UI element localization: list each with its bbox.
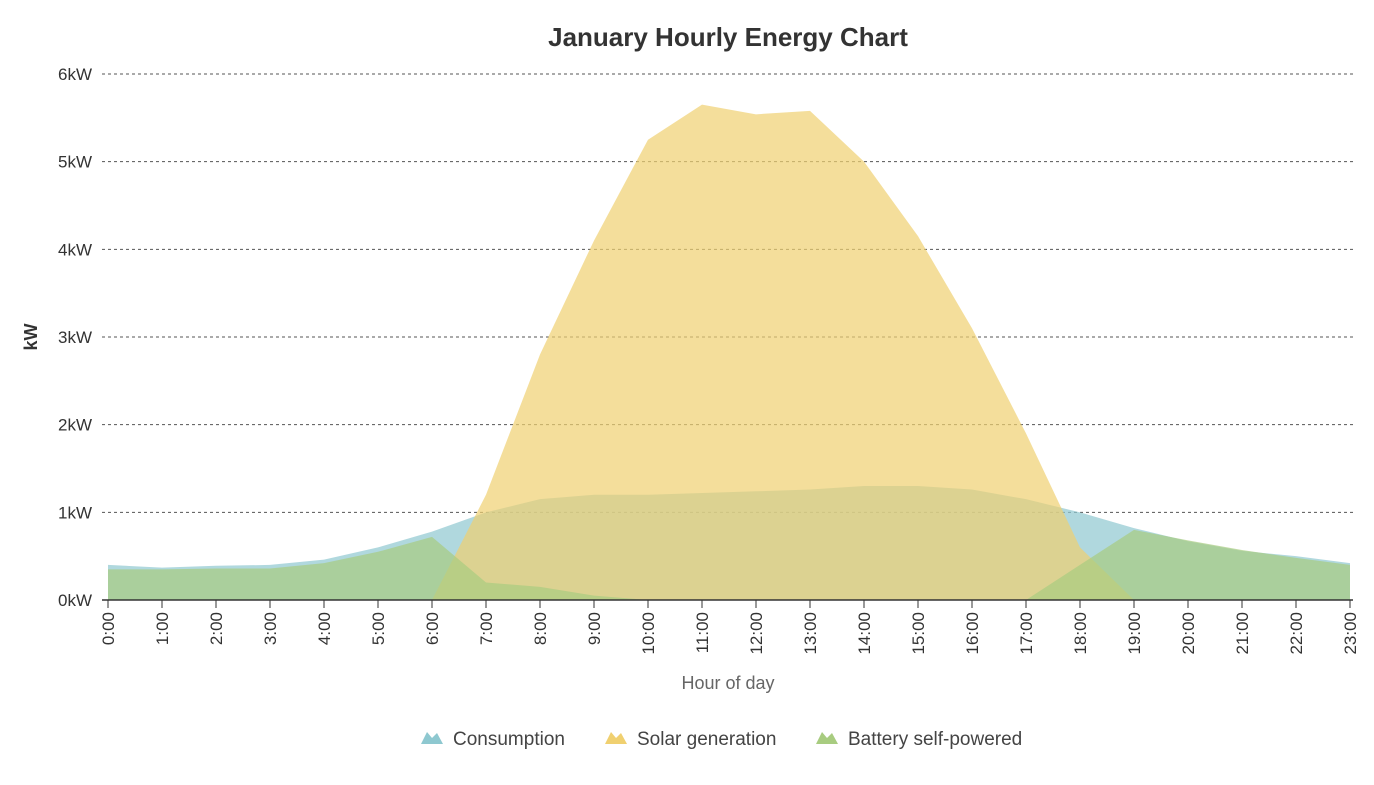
x-tick-label: 11:00 xyxy=(693,612,712,653)
x-tick-label: 7:00 xyxy=(477,612,496,645)
x-tick-label: 5:00 xyxy=(369,612,388,645)
legend-area-symbol xyxy=(421,732,443,744)
x-tick-label: 13:00 xyxy=(801,612,820,655)
chart-title: January Hourly Energy Chart xyxy=(548,22,908,52)
legend-item-consumption[interactable]: Consumption xyxy=(421,729,565,750)
y-axis-title: kW xyxy=(21,323,41,350)
y-tick-label: 4kW xyxy=(58,240,92,259)
x-tick-label: 4:00 xyxy=(315,612,334,645)
y-tick-labels: 0kW 1kW 2kW 3kW 4kW 5kW 6kW xyxy=(58,65,92,610)
y-tick-label: 3kW xyxy=(58,328,92,347)
legend-area-symbol xyxy=(605,732,627,744)
x-tick-label: 15:00 xyxy=(909,612,928,655)
x-tick-label: 21:00 xyxy=(1233,612,1252,655)
area-series-battery-self-powered xyxy=(108,529,1350,600)
area-layer xyxy=(108,104,1350,600)
legend-item-battery-self-powered[interactable]: Battery self-powered xyxy=(816,729,1022,750)
x-tick-label: 3:00 xyxy=(261,612,280,645)
x-tick-label: 10:00 xyxy=(639,612,658,655)
x-axis-title: Hour of day xyxy=(681,673,774,693)
y-tick-label: 2kW xyxy=(58,416,92,435)
x-tick-label: 0:00 xyxy=(99,612,118,645)
y-tick-label: 6kW xyxy=(58,65,92,84)
x-tick-label: 23:00 xyxy=(1341,612,1360,655)
x-tick-label: 1:00 xyxy=(153,612,172,645)
x-tick-label: 17:00 xyxy=(1017,612,1036,655)
legend-label: Consumption xyxy=(453,729,565,750)
x-tick-label: 2:00 xyxy=(207,612,226,645)
x-tick-label: 12:00 xyxy=(747,612,766,655)
x-tick-label: 22:00 xyxy=(1287,612,1306,655)
legend-item-solar-generation[interactable]: Solar generation xyxy=(605,729,776,750)
x-tick-label: 18:00 xyxy=(1071,612,1090,655)
x-tick-label: 9:00 xyxy=(585,612,604,645)
legend: Consumption Solar generation Battery self-… xyxy=(421,729,1022,750)
legend-area-symbol xyxy=(816,732,838,744)
x-tick-label: 14:00 xyxy=(855,612,874,655)
x-tick-label: 20:00 xyxy=(1179,612,1198,655)
legend-label: Solar generation xyxy=(637,729,776,750)
y-tick-label: 5kW xyxy=(58,153,92,172)
area-series-solar-generation xyxy=(108,104,1350,600)
legend-label: Battery self-powered xyxy=(848,729,1022,750)
x-tick-label: 16:00 xyxy=(963,612,982,655)
x-tick-label: 19:00 xyxy=(1125,612,1144,655)
x-tick-label: 6:00 xyxy=(423,612,442,645)
x-tick-label: 8:00 xyxy=(531,612,550,645)
x-tick-labels: 0:00 1:00 2:00 3:00 4:00 5:00 6:00 7:00 8:00 9:00… xyxy=(99,600,1360,655)
y-tick-label: 1kW xyxy=(58,503,92,522)
y-tick-label: 0kW xyxy=(58,591,92,610)
